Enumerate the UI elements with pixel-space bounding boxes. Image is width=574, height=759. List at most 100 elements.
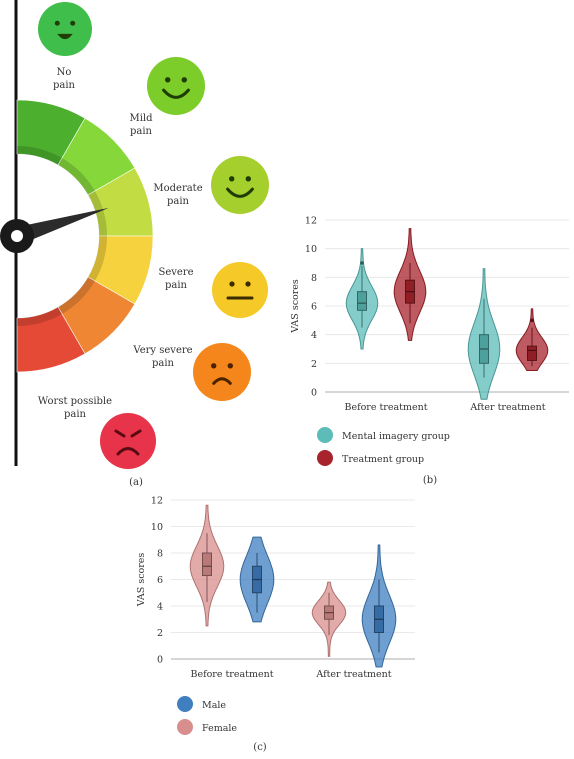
- legend-marker: [177, 719, 193, 735]
- legend-marker: [317, 427, 333, 443]
- legend-label: Female: [202, 723, 237, 734]
- legend-label: Treatment group: [342, 454, 424, 465]
- pain-level-label: pain: [167, 196, 190, 207]
- x-category-label: Before treatment: [190, 669, 273, 680]
- pain-level-label: Moderate: [153, 183, 202, 194]
- panel-caption: (a): [129, 477, 143, 488]
- mouth: [212, 377, 232, 385]
- pain-level-label: pain: [64, 409, 87, 420]
- eye: [54, 20, 60, 26]
- pain-level-label: pain: [130, 126, 153, 137]
- eye: [181, 77, 187, 83]
- violin-outlier: [530, 318, 534, 323]
- violin-mental-imagery-group: [467, 268, 501, 400]
- pain-level-label: Mild: [129, 113, 153, 124]
- y-tick-label: 12: [151, 496, 163, 507]
- face-circle: [147, 57, 205, 115]
- legend-marker: [177, 696, 193, 712]
- eye: [227, 363, 233, 369]
- y-tick-label: 10: [151, 522, 163, 533]
- pain-scale-panel: No pain Mild pain Moderate pain Severe pain Very…: [0, 0, 290, 490]
- violin-mental-imagery-group: [345, 248, 379, 350]
- neutral-face-icon: [212, 262, 268, 318]
- eye: [245, 281, 251, 287]
- violin-outlier: [360, 261, 364, 265]
- y-tick-label: 4: [157, 602, 163, 613]
- eye: [70, 20, 76, 26]
- y-tick-label: 2: [157, 628, 163, 639]
- gauge-segment-shade-4: [88, 236, 107, 281]
- pain-level-label: pain: [53, 80, 76, 91]
- y-tick-label: 4: [311, 330, 317, 341]
- y-tick-label: 10: [305, 244, 317, 255]
- y-tick-label: 8: [311, 273, 317, 284]
- x-category-label: After treatment: [315, 669, 391, 680]
- pain-level-label: pain: [165, 280, 188, 291]
- y-tick-label: 0: [157, 655, 163, 666]
- x-category-label: After treatment: [469, 402, 545, 413]
- violin-chart-c: 0 2 4 6 8 10 12 VAS scores Before treatment After…: [136, 496, 415, 753]
- face-circle: [212, 262, 268, 318]
- violin-box: [202, 552, 212, 577]
- mouth: [116, 447, 140, 456]
- eye: [245, 176, 251, 182]
- panel-caption: (b): [423, 475, 437, 486]
- gauge-needle: [17, 207, 109, 245]
- chart-group-comparison: 0 2 4 6 8 10 12 VAS scores Before treatment After…: [282, 205, 572, 490]
- y-axis-label: VAS scores: [290, 279, 301, 334]
- pain-level-label: Worst possible: [38, 396, 112, 407]
- y-tick-label: 6: [157, 575, 163, 586]
- mouth: [226, 187, 254, 198]
- gauge-segment-6: [16, 306, 86, 373]
- y-tick-label: 2: [311, 359, 317, 370]
- y-axis-label: VAS scores: [136, 553, 147, 608]
- smiling-face-icon: [38, 2, 92, 56]
- x-category-label: Before treatment: [344, 402, 427, 413]
- y-tick-label: 6: [311, 302, 317, 313]
- mouth: [162, 88, 190, 99]
- gauge-segment-shade-1: [17, 146, 62, 165]
- panel-caption: (c): [253, 742, 267, 753]
- violin-female: [311, 581, 347, 657]
- gauge-segment-shade-2: [58, 158, 95, 195]
- violin-box: [357, 291, 367, 311]
- violin-box: [527, 345, 537, 361]
- pain-level-label: No: [57, 67, 72, 78]
- smiling-face-icon: [147, 57, 205, 115]
- brow: [130, 429, 142, 438]
- face-circle: [38, 2, 92, 56]
- violin-treatment-group: [393, 228, 427, 341]
- eye: [165, 77, 171, 83]
- chart-gender-comparison: 0 2 4 6 8 10 12 VAS scores Before treatment After…: [128, 488, 418, 755]
- eye: [211, 363, 217, 369]
- violin-female: [189, 504, 225, 627]
- violin-chart-b: 0 2 4 6 8 10 12 VAS scores Before treatment After…: [290, 216, 569, 486]
- smiling-face-icon: [211, 156, 269, 214]
- y-tick-label: 8: [157, 549, 163, 560]
- pain-level-label: Severe: [158, 267, 193, 278]
- y-tick-label: 0: [311, 388, 317, 399]
- pain-scale-gauge: No pain Mild pain Moderate pain Severe pain Very…: [0, 0, 269, 488]
- legend-label: Mental imagery group: [342, 431, 450, 442]
- gauge-segment-shade-6: [17, 307, 62, 326]
- violin-male: [239, 536, 275, 623]
- legend-marker: [317, 450, 333, 466]
- brow: [114, 429, 126, 438]
- violin-male: [361, 544, 397, 668]
- mouth: [57, 33, 73, 40]
- gauge-hub-center: [11, 230, 23, 242]
- eye: [229, 281, 235, 287]
- angry-face-icon: [100, 413, 156, 469]
- violin-treatment-group: [515, 308, 549, 371]
- gauge-segment-shade-3: [88, 191, 107, 236]
- pain-level-label: Very severe: [132, 345, 192, 356]
- y-tick-label: 12: [305, 216, 317, 227]
- frowning-face-icon: [193, 343, 251, 401]
- legend-label: Male: [202, 700, 226, 711]
- eye: [229, 176, 235, 182]
- gauge-segment-shade-5: [58, 277, 95, 314]
- face-circle: [100, 413, 156, 469]
- face-circle: [193, 343, 251, 401]
- face-circle: [211, 156, 269, 214]
- pain-level-label: pain: [152, 358, 175, 369]
